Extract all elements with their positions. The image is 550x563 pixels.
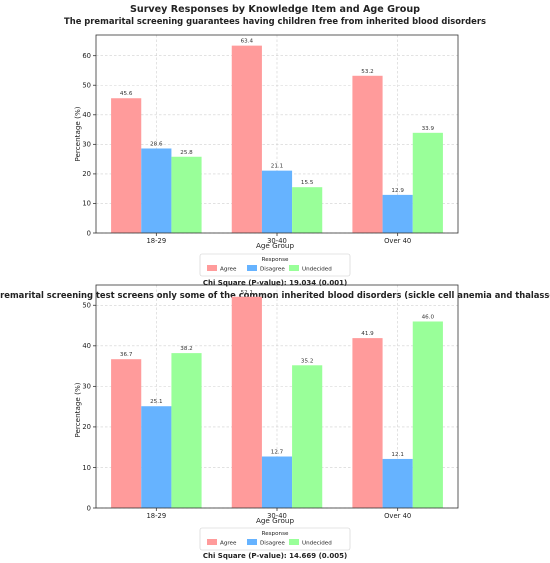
legend-title: Response bbox=[262, 531, 289, 537]
legend-swatch-agree bbox=[207, 539, 217, 545]
x-tick-label: 18-29 bbox=[146, 512, 166, 520]
bar-disagree-over-40 bbox=[382, 194, 413, 233]
data-label-undecided-18-29: 38.2 bbox=[180, 346, 192, 352]
y-tick-label: 0 bbox=[87, 229, 91, 237]
legend-swatch-disagree bbox=[247, 539, 257, 545]
legend-label-undecided: Undecided bbox=[302, 267, 332, 273]
y-tick-label: 50 bbox=[82, 302, 91, 310]
data-label-undecided-over-40: 33.9 bbox=[422, 126, 435, 132]
legend-label-disagree: Disagree bbox=[260, 267, 285, 273]
bar-disagree-30-40 bbox=[261, 456, 293, 508]
chart-2-chi-square: Chi Square (P-value): 14.669 (0.005) bbox=[203, 552, 347, 560]
data-label-disagree-18-29: 28.6 bbox=[150, 141, 163, 147]
y-tick-label: 30 bbox=[82, 383, 91, 391]
data-label-agree-over-40: 53.2 bbox=[361, 69, 373, 75]
legend-box bbox=[199, 527, 351, 551]
bar-disagree-30-40 bbox=[261, 170, 293, 233]
bar-agree-18-29 bbox=[111, 359, 142, 508]
chart-2-y-axis-label: Percentage (%) bbox=[73, 382, 82, 437]
bar-undecided-30-40 bbox=[292, 365, 323, 508]
data-label-undecided-30-40: 15.5 bbox=[301, 180, 314, 186]
y-tick-label: 50 bbox=[82, 82, 91, 90]
legend-label-agree: Agree bbox=[220, 541, 237, 547]
data-label-agree-30-40: 52.1 bbox=[241, 290, 254, 296]
chart-2-legend: Response Agree Disagree Undecided bbox=[199, 527, 351, 551]
bar-disagree-18-29 bbox=[141, 148, 172, 233]
bar-disagree-18-29 bbox=[141, 406, 172, 508]
bar-undecided-18-29 bbox=[171, 156, 202, 233]
chart-1-x-axis-label: Age Group bbox=[256, 241, 295, 250]
data-label-disagree-30-40: 21.1 bbox=[271, 164, 284, 170]
data-label-disagree-30-40: 12.7 bbox=[271, 450, 284, 456]
bar-undecided-18-29 bbox=[171, 353, 202, 508]
bar-undecided-over-40 bbox=[412, 132, 443, 233]
chart-1-legend: Response Agree Disagree Undecided bbox=[199, 253, 351, 277]
chart-1-title: The premarital screening guarantees havi… bbox=[64, 16, 486, 26]
legend-swatch-undecided bbox=[289, 539, 299, 545]
bar-agree-over-40 bbox=[352, 338, 383, 508]
y-tick-label: 20 bbox=[82, 423, 91, 431]
chart-1-chi-square: Chi Square (P-value): 19.034 (0.001) bbox=[203, 279, 347, 287]
data-label-disagree-over-40: 12.1 bbox=[391, 452, 404, 458]
plot-frame bbox=[95, 284, 459, 509]
legend-swatch-undecided bbox=[289, 265, 299, 271]
bar-agree-18-29 bbox=[111, 98, 142, 233]
legend-swatch-disagree bbox=[247, 265, 257, 271]
y-tick-label: 10 bbox=[82, 464, 91, 472]
y-tick-label: 40 bbox=[82, 111, 91, 119]
chart-knowledge-item-2: The premarital screening test screens on… bbox=[0, 284, 550, 560]
y-tick-label: 40 bbox=[82, 342, 91, 350]
legend-label-undecided: Undecided bbox=[302, 541, 332, 547]
figure-title: Survey Responses by Knowledge Item and A… bbox=[130, 4, 420, 15]
x-tick-label: Over 40 bbox=[384, 237, 411, 245]
x-tick-label: 30-40 bbox=[267, 237, 287, 245]
data-label-undecided-30-40: 35.2 bbox=[301, 358, 313, 364]
legend-label-agree: Agree bbox=[220, 267, 237, 273]
y-tick-label: 60 bbox=[82, 52, 91, 60]
legend-title: Response bbox=[262, 257, 289, 263]
chart-1-plot-area: 0 10 20 30 40 50 60 45.6 28.6 25.8 18-29 63.4 21.1 15… bbox=[82, 34, 459, 245]
data-label-agree-18-29: 45.6 bbox=[120, 91, 133, 97]
bar-agree-30-40 bbox=[231, 296, 262, 508]
data-label-disagree-over-40: 12.9 bbox=[391, 188, 404, 194]
y-tick-label: 0 bbox=[87, 504, 91, 512]
chart-2-x-axis-label: Age Group bbox=[256, 516, 295, 525]
bar-undecided-over-40 bbox=[412, 321, 443, 508]
data-label-agree-18-29: 36.7 bbox=[120, 352, 133, 358]
y-tick-label: 20 bbox=[82, 170, 91, 178]
legend-box bbox=[199, 253, 351, 277]
plot-frame bbox=[95, 34, 459, 234]
chart-1-y-axis-label: Percentage (%) bbox=[73, 106, 82, 161]
legend-swatch-agree bbox=[207, 265, 217, 271]
y-tick-label: 10 bbox=[82, 200, 91, 208]
bar-disagree-over-40 bbox=[382, 458, 413, 508]
legend-label-disagree: Disagree bbox=[260, 541, 285, 547]
chart-2-title: The premarital screening test screens on… bbox=[0, 290, 550, 300]
x-tick-label: 18-29 bbox=[146, 237, 166, 245]
data-label-undecided-over-40: 46.0 bbox=[422, 314, 435, 320]
bar-agree-30-40 bbox=[231, 45, 262, 233]
bar-agree-over-40 bbox=[352, 75, 383, 233]
y-tick-label: 30 bbox=[82, 141, 91, 149]
data-label-agree-30-40: 63.4 bbox=[241, 39, 254, 45]
x-tick-label: 30-40 bbox=[267, 512, 287, 520]
x-tick-label: Over 40 bbox=[384, 512, 411, 520]
data-label-agree-over-40: 41.9 bbox=[361, 331, 374, 337]
chart-2-plot-area: 0 10 20 30 40 50 36.7 25.1 38.2 18-29 52.1 12.7 35.2… bbox=[82, 284, 459, 520]
data-label-undecided-18-29: 25.8 bbox=[180, 150, 193, 156]
bar-undecided-30-40 bbox=[292, 187, 323, 233]
chart-knowledge-item-1: The premarital screening guarantees havi… bbox=[64, 16, 486, 287]
data-label-disagree-18-29: 25.1 bbox=[150, 399, 163, 405]
